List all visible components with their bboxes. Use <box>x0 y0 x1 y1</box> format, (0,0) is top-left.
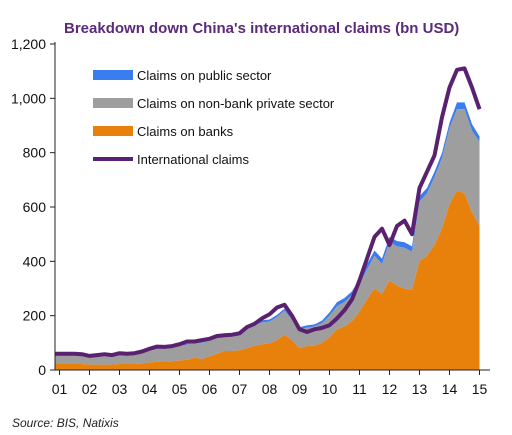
y-tick-label: 1,200 <box>11 36 46 52</box>
x-tick-label: 05 <box>172 381 188 397</box>
chart-title: Breakdown down China's international cla… <box>64 20 460 37</box>
legend-public-sector-label: Claims on public sector <box>137 68 272 83</box>
legend-banks-label: Claims on banks <box>137 124 234 139</box>
y-tick-label: 1,000 <box>11 90 46 106</box>
x-tick-label: 13 <box>412 381 428 397</box>
x-tick-label: 06 <box>202 381 218 397</box>
line-international-claims <box>55 66 482 358</box>
x-tick-label: 01 <box>52 381 68 397</box>
total-line-layer <box>55 66 482 358</box>
area-layers <box>55 102 480 370</box>
y-tick-label: 0 <box>38 362 46 378</box>
legend-public-sector-swatch <box>93 70 133 80</box>
x-tick-label: 09 <box>292 381 308 397</box>
x-tick-label: 15 <box>472 381 488 397</box>
x-tick-label: 02 <box>82 381 98 397</box>
legend: Claims on public sector Claims on non-ban… <box>93 68 335 167</box>
legend-non-bank-private-swatch <box>93 98 133 108</box>
y-tick-label: 400 <box>23 253 47 269</box>
x-tick-label: 08 <box>262 381 278 397</box>
y-tick-label: 800 <box>23 145 47 161</box>
x-tick-label: 07 <box>232 381 248 397</box>
x-tick-label: 10 <box>322 381 338 397</box>
x-tick-label: 04 <box>142 381 158 397</box>
area-banks <box>55 190 480 370</box>
source-note: Source: BIS, Natixis <box>12 416 119 430</box>
legend-banks-swatch <box>93 126 133 136</box>
x-tick-label: 12 <box>382 381 398 397</box>
legend-non-bank-private-label: Claims on non-bank private sector <box>137 96 335 111</box>
y-tick-label: 200 <box>23 308 47 324</box>
x-tick-label: 11 <box>352 381 367 397</box>
x-tick-label: 14 <box>442 381 458 397</box>
legend-international-claims-label: International claims <box>137 152 249 167</box>
y-tick-label: 600 <box>23 199 47 215</box>
axes: 0 200 400 600 800 1,000 1,200 01 02 03 04 05 06 07 08 0… <box>11 36 490 397</box>
x-tick-label: 03 <box>112 381 128 397</box>
